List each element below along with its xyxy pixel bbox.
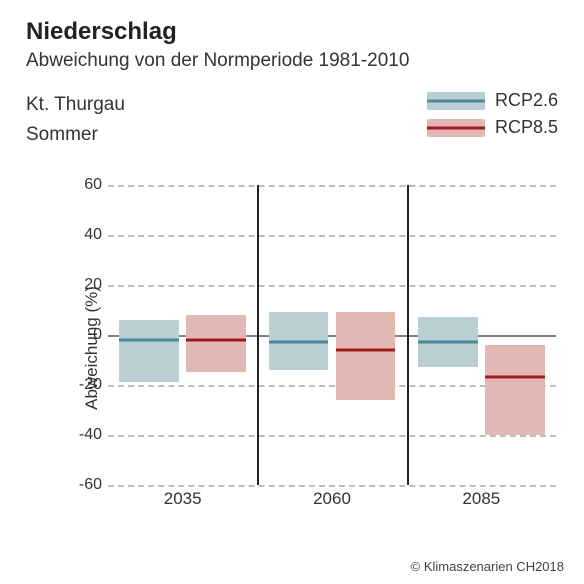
x-tick-label: 2060 <box>313 489 351 509</box>
meta-season: Sommer <box>26 120 125 150</box>
range-box <box>485 345 545 435</box>
y-tick-label: -20 <box>68 376 102 394</box>
range-box <box>186 315 246 373</box>
plot-area: 6040200-20-40-60203520602085 <box>108 185 556 485</box>
legend-item-rcp85: RCP8.5 <box>427 117 558 138</box>
legend-swatch-rcp26 <box>427 92 485 110</box>
legend: RCP2.6 RCP8.5 <box>427 90 558 138</box>
median-line <box>485 376 545 379</box>
legend-label-rcp85: RCP8.5 <box>495 117 558 138</box>
median-line <box>269 341 329 344</box>
median-line <box>119 338 179 341</box>
range-box <box>119 320 179 383</box>
x-tick-label: 2035 <box>164 489 202 509</box>
gridline <box>108 235 556 237</box>
group-separator <box>407 185 409 485</box>
credit-line: © Klimaszenarien CH2018 <box>411 559 564 574</box>
gridline <box>108 285 556 287</box>
gridline <box>108 485 556 487</box>
legend-label-rcp26: RCP2.6 <box>495 90 558 111</box>
group-separator <box>257 185 259 485</box>
meta-region: Kt. Thurgau <box>26 90 125 120</box>
y-tick-label: 0 <box>68 326 102 344</box>
x-tick-label: 2085 <box>462 489 500 509</box>
y-tick-label: 60 <box>68 176 102 194</box>
y-tick-label: -40 <box>68 426 102 444</box>
legend-swatch-rcp85 <box>427 119 485 137</box>
median-line <box>186 338 246 341</box>
median-line <box>418 341 478 344</box>
y-tick-label: 40 <box>68 226 102 244</box>
legend-line-rcp85 <box>427 126 485 129</box>
chart-area: Abweichung (%) 6040200-20-40-60203520602… <box>74 185 556 511</box>
chart-title: Niederschlag <box>26 18 558 46</box>
median-line <box>336 348 396 351</box>
legend-item-rcp26: RCP2.6 <box>427 90 558 111</box>
chart-subtitle: Abweichung von der Normperiode 1981-2010 <box>26 50 558 72</box>
legend-line-rcp26 <box>427 99 485 102</box>
y-tick-label: -60 <box>68 476 102 494</box>
meta-block: Kt. Thurgau Sommer <box>26 90 125 151</box>
range-box <box>336 312 396 400</box>
y-tick-label: 20 <box>68 276 102 294</box>
gridline <box>108 435 556 437</box>
gridline <box>108 185 556 187</box>
